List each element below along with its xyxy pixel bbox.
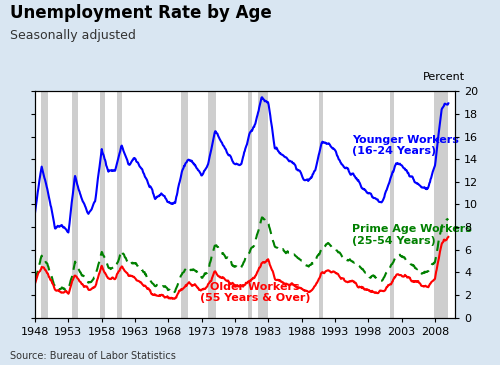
Bar (117, 91, 122, 318)
Text: Prime Age Workers
(25-54 Years): Prime Age Workers (25-54 Years) (352, 224, 472, 246)
Text: Younger Workers
(16-24 Years): Younger Workers (16-24 Years) (352, 135, 459, 156)
Text: Percent: Percent (423, 72, 465, 82)
Text: Seasonally adjusted: Seasonally adjusted (10, 29, 136, 42)
Text: Source: Bureau of Labor Statistics: Source: Bureau of Labor Statistics (10, 351, 176, 361)
Bar (248, 91, 252, 318)
Text: Older Workers
(55 Years & Over): Older Workers (55 Years & Over) (200, 282, 310, 303)
Bar (319, 91, 323, 318)
Bar (434, 91, 448, 318)
Bar (390, 91, 394, 318)
Bar (41, 91, 48, 318)
Bar (258, 91, 268, 318)
Bar (181, 91, 188, 318)
Bar (72, 91, 78, 318)
Bar (100, 91, 105, 318)
Bar (208, 91, 216, 318)
Text: Unemployment Rate by Age: Unemployment Rate by Age (10, 4, 272, 22)
